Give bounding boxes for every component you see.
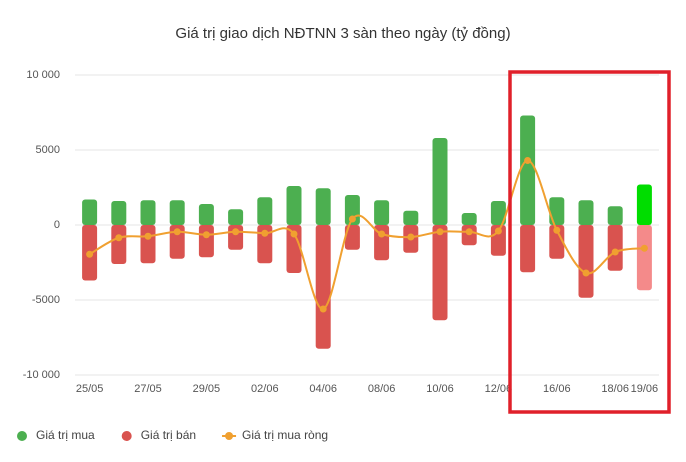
x-tick-label: 04/06 [309,383,337,395]
legend-label: Giá trị mua ròng [242,428,328,442]
bar [549,197,565,225]
net-point [582,269,590,277]
net-point [202,231,210,239]
x-tick-label: 16/06 [543,383,571,395]
bar [490,201,506,225]
bar [169,225,185,259]
bar [344,225,360,250]
legend-marker [225,432,234,440]
x-tick-label: 08/06 [368,383,396,395]
x-tick-label: 18/06 [601,383,629,395]
legend-item: Giá trị bán [121,428,196,442]
net-point [319,305,327,313]
bar [578,225,594,298]
net-point [290,230,298,238]
bar [111,225,127,264]
y-tick-label: 0 [54,219,60,231]
net-point [144,232,152,240]
bar [374,200,390,225]
x-tick-label: 12/06 [485,383,513,395]
x-tick-label: 27/05 [134,383,162,395]
bar [636,184,652,225]
bar [636,225,652,291]
bar [140,200,156,225]
legend-label: Giá trị mua [36,428,95,442]
net-point [173,228,181,236]
y-tick-label: -5000 [32,294,60,306]
bar [432,138,448,225]
net-point [115,234,123,242]
plot: 10 000 5000 0 -5000 -10 000 25/05 27/05 29/05 02… [23,69,659,395]
y-tick-label: -10 000 [23,369,60,381]
net-point [348,215,356,223]
net-point [640,244,648,252]
bar [82,199,98,225]
bar [286,186,302,225]
net-point [524,157,532,164]
bar [461,213,477,225]
highlight-box [508,70,671,414]
bar [578,200,594,225]
net-point [232,228,240,236]
bar [607,225,623,271]
chart-title: Giá trị giao dịch NĐTNN 3 sàn theo ngày … [175,25,510,42]
bar [432,225,448,321]
bar [403,210,419,225]
legend-marker [121,431,132,441]
bar [490,225,506,256]
bar [315,188,331,225]
bar [286,225,302,273]
net-point [261,229,269,237]
bar [198,225,214,258]
legend-item: Giá trị mua [17,428,95,442]
legend-item: Giá trị mua ròng [222,428,328,442]
net-point [611,248,619,256]
bar [198,204,214,225]
bar [344,195,360,225]
x-tick-label: 02/06 [251,383,279,395]
net-point [378,230,386,238]
x-tick-label: 29/05 [193,383,221,395]
net-point [553,226,561,234]
net-point [436,228,444,236]
bar [520,115,536,225]
x-tick-label: 10/06 [426,383,454,395]
bar [111,201,127,225]
x-tick-label: 25/05 [76,383,104,395]
bar [257,225,273,264]
bar [374,225,390,261]
legend-label: Giá trị bán [141,428,196,442]
net-point [86,250,94,258]
bar [549,225,565,259]
legend-marker [17,431,27,441]
net-point [494,227,502,235]
y-tick-label: 10 000 [26,69,60,81]
bar [169,200,185,225]
net-point [407,233,415,241]
x-tick-label: 19/06 [631,383,659,395]
bar [257,197,273,225]
bar [315,225,331,349]
bar [140,225,156,264]
y-tick-label: 5000 [36,144,60,156]
net-point [465,228,473,236]
bar [520,225,536,273]
bar [607,206,623,225]
net-line [89,159,645,310]
bar [228,209,244,225]
